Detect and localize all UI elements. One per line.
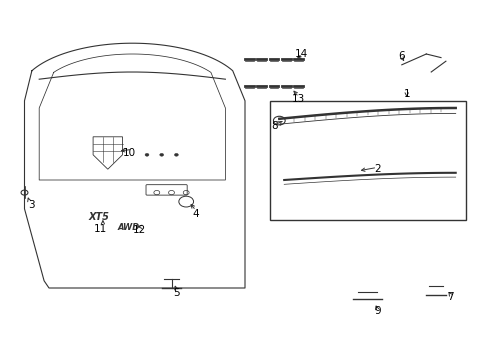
Bar	[270, 101, 465, 220]
Circle shape	[174, 153, 178, 156]
Text: 8: 8	[271, 121, 278, 131]
Text: 9: 9	[374, 306, 381, 316]
Circle shape	[145, 153, 149, 156]
Text: 6: 6	[398, 51, 405, 61]
Text: 7: 7	[447, 292, 454, 302]
Text: 5: 5	[173, 288, 180, 298]
Text: XT5: XT5	[88, 212, 109, 222]
Text: 10: 10	[123, 148, 136, 158]
Text: AWD: AWD	[118, 224, 140, 233]
Text: 12: 12	[133, 225, 147, 235]
Text: 13: 13	[292, 94, 306, 104]
Text: 11: 11	[94, 224, 107, 234]
Text: 3: 3	[28, 200, 35, 210]
Circle shape	[160, 153, 164, 156]
Text: 4: 4	[193, 209, 199, 219]
Text: 2: 2	[374, 164, 381, 174]
Text: 14: 14	[294, 49, 308, 59]
Text: 1: 1	[403, 89, 410, 99]
